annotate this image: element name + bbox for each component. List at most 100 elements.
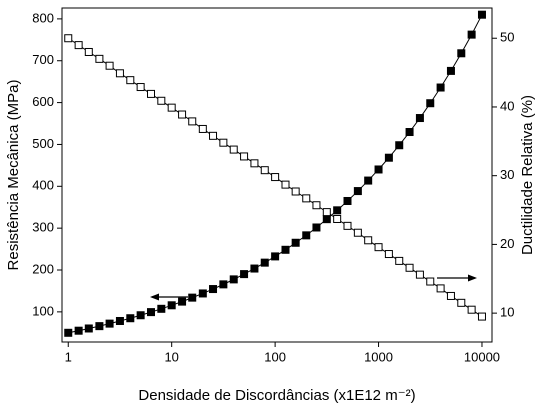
data-point [343,196,352,205]
data-point [105,319,114,328]
data-point [333,206,342,215]
y-tick-label: 500 [32,136,54,151]
y-tick-label: 700 [32,52,54,67]
data-point [229,145,238,154]
data-point [167,103,176,112]
data-point [374,243,383,252]
data-point [384,250,393,259]
data-point [198,124,207,133]
data-point [281,180,290,189]
x-tick-label: 10 [164,349,178,364]
data-point [157,96,166,105]
data-point [198,289,207,298]
x-tick-label: 10000 [464,349,500,364]
x-tick-label: 1 [65,349,72,364]
data-point [229,275,238,284]
data-point [74,326,83,335]
data-point [405,263,414,272]
data-point [167,301,176,310]
data-point [467,305,476,314]
y-tick-label: 100 [32,303,54,318]
y-axis-title: Resistência Mecânica (MPa) [5,80,22,271]
data-point [188,117,197,126]
data-point [178,110,187,119]
data-point [105,61,114,70]
data-point [395,256,404,265]
data-point [136,311,145,320]
data-point [395,141,404,150]
data-point [84,47,93,56]
y2-tick-label: 30 [500,167,514,182]
y2-tick-label: 20 [500,236,514,251]
data-point [343,221,352,230]
data-point [302,231,311,240]
data-point [95,54,104,63]
y2-tick-label: 50 [500,30,514,45]
data-point [446,66,455,75]
data-point [147,89,156,98]
data-point [281,245,290,254]
data-point [374,165,383,174]
data-point [157,304,166,313]
data-point [353,228,362,237]
x-tick-label: 1000 [364,349,393,364]
data-point [322,215,331,224]
y2-tick-label: 40 [500,98,514,113]
data-point [209,285,218,294]
data-point [426,99,435,108]
x-axis-title: Densidade de Discordâncias (x1E12 m⁻²) [138,387,415,404]
data-point [426,277,435,286]
data-point [446,291,455,300]
data-point [322,208,331,217]
data-point [147,308,156,317]
data-point [84,324,93,333]
right-arrow [437,274,477,282]
data-point [312,223,321,232]
y-tick-label: 300 [32,220,54,235]
data-point [364,236,373,245]
data-point [302,194,311,203]
data-point [333,214,342,223]
data-point [271,173,280,182]
x-tick-label: 100 [264,349,286,364]
y2-axis-title: Ductilidade Relativa (%) [519,95,536,255]
data-point [250,159,259,168]
y-tick-label: 200 [32,261,54,276]
data-point [240,152,249,161]
y-tick-label: 800 [32,10,54,25]
data-point [95,322,104,331]
data-point [353,187,362,196]
data-point [457,298,466,307]
data-point [240,270,249,279]
data-point [115,69,124,78]
data-point [126,314,135,323]
y-tick-label: 400 [32,178,54,193]
data-point [291,187,300,196]
y-tick-label: 600 [32,94,54,109]
data-point [477,10,486,19]
data-point [312,201,321,210]
data-point [209,131,218,140]
data-point [477,312,486,321]
data-point [219,138,228,147]
data-point [384,153,393,162]
data-point [415,114,424,123]
data-point [467,30,476,39]
left-arrow [150,293,188,301]
data-point [188,293,197,302]
y2-tick-label: 10 [500,305,514,320]
data-point [457,49,466,58]
data-point [260,258,269,267]
data-point [364,176,373,185]
plot-frame [61,7,493,343]
data-point [415,270,424,279]
data-point [64,34,73,43]
data-point [271,252,280,261]
data-point [115,316,124,325]
data-point [136,83,145,92]
data-point [64,328,73,337]
data-point [178,297,187,306]
data-point [250,264,259,273]
data-point [405,128,414,137]
